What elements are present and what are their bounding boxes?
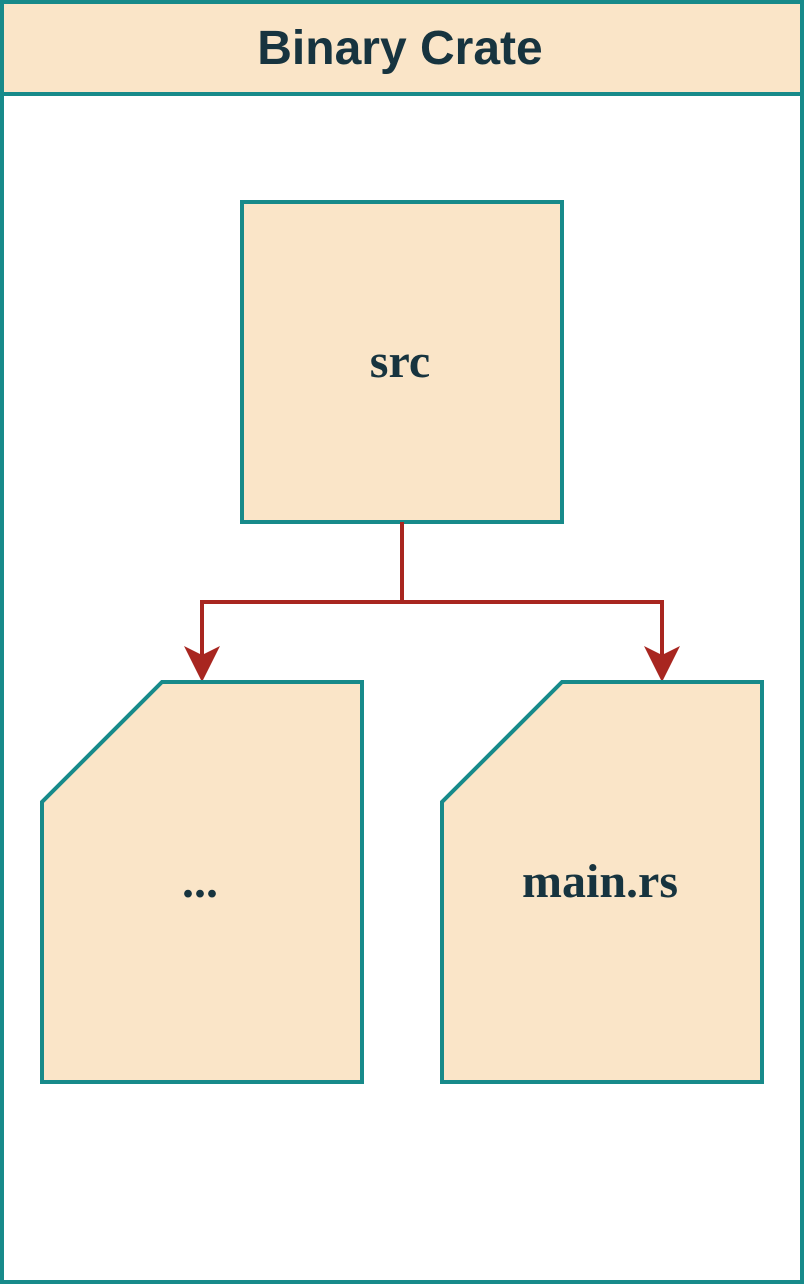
arrowheads [184,646,680,682]
file-label-right: main.rs [522,855,678,908]
folder-label: src [370,335,430,388]
arrowhead-right [644,646,680,682]
folder-node-src[interactable]: src [240,200,564,524]
file-label-left: ... [182,855,218,908]
container-title: Binary Crate [257,22,542,75]
container-header [0,0,804,96]
connectors [200,522,664,670]
file-node-main-rs[interactable]: main.rs [440,680,764,1084]
file-shape-left [40,680,364,1084]
file-shape-right [440,680,764,1084]
file-node-ellipsis[interactable]: ... [40,680,364,1084]
connector-to-left-file [200,522,404,670]
arrowhead-left [184,646,220,682]
connector-to-right-file [402,600,664,670]
folder-box [240,200,564,524]
